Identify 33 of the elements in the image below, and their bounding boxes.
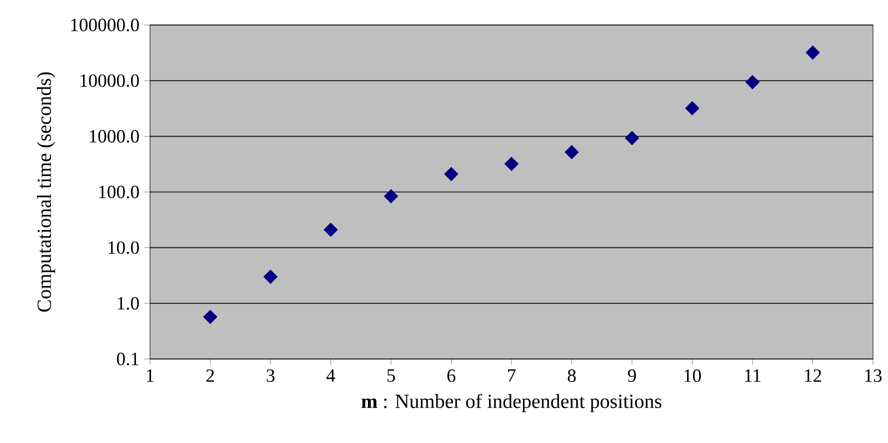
y-axis-title: Computational time (seconds) [36,72,56,312]
x-tick-label: 2 [206,369,214,382]
point [384,189,398,204]
x-tick-label: 5 [387,369,395,382]
y-tick-label: 0.1 [116,352,138,366]
point [685,101,700,116]
y-tick-label: 10000.0 [80,74,139,88]
y-tick-label: 10.0 [108,241,139,254]
x-tick-label: 4 [326,369,336,382]
point [504,156,519,171]
x-tick-label: 9 [628,369,636,382]
x-tick-label: 11 [745,369,760,382]
point [624,131,640,146]
point [806,45,820,60]
x-axis-title: m : Number of independent positions [362,394,662,412]
y-tick-label: 100.0 [99,186,139,198]
x-tick-label: 8 [568,369,576,382]
x-tick-label: 1 [146,369,154,382]
point [444,167,458,182]
point [324,222,338,237]
x-tick-label: 6 [447,369,456,382]
point [263,270,278,284]
x-tick-label: 13 [865,369,882,382]
x-tick-label: 10 [684,369,701,382]
point [745,75,760,90]
y-tick-label: 1.0 [118,296,139,310]
x-tick-label: 7 [508,369,516,382]
x-tick-label: 3 [266,369,274,382]
x-tick-label: 12 [805,369,822,382]
y-tick-label: 1000.0 [90,130,139,143]
point [203,310,218,324]
point [564,145,579,160]
y-tick-label: 100000.0 [71,18,139,32]
